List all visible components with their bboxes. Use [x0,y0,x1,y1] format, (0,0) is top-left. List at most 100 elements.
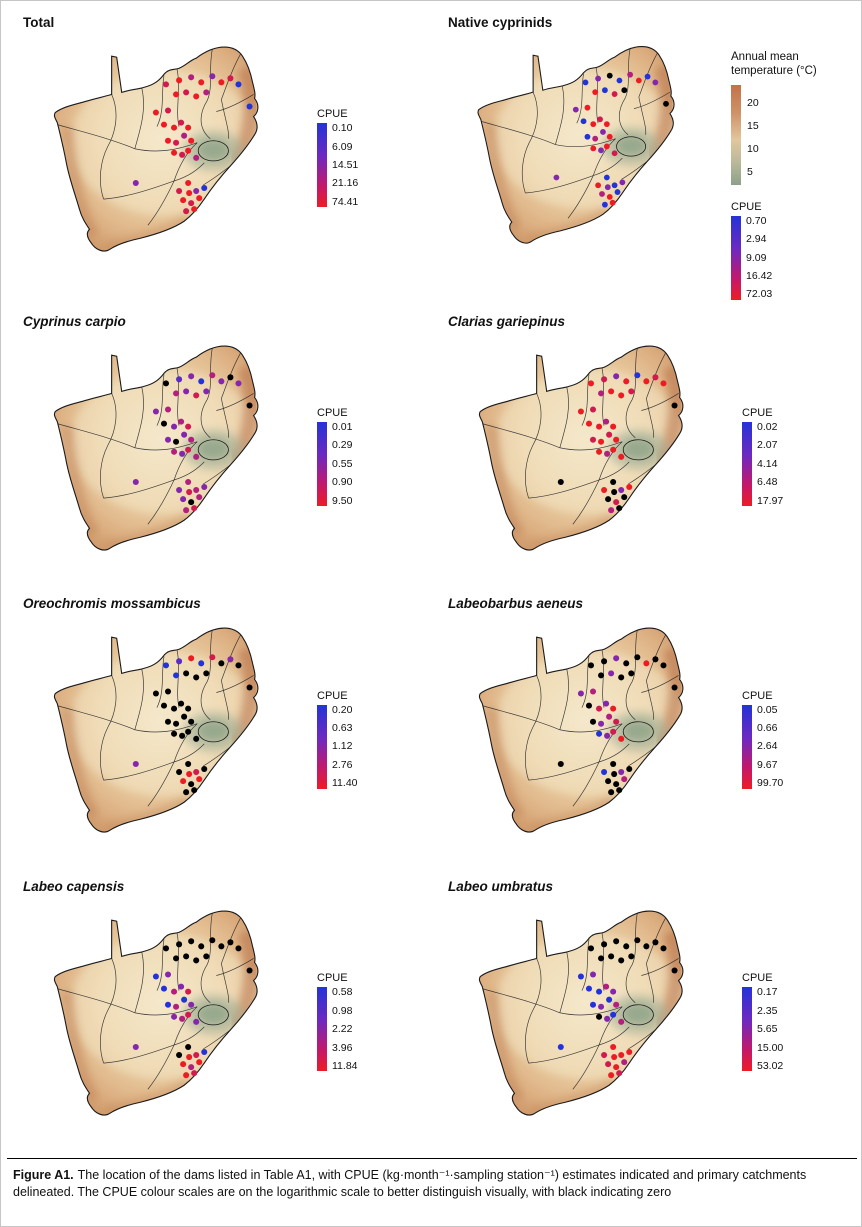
catchment-boundary [638,96,647,135]
station-dot [183,388,190,395]
station-dot [164,107,172,114]
cpue-tick-label: 3.96 [332,1041,353,1054]
cpue-legend: CPUE 0.20 0.63 1.12 2.76 11.40 [317,690,383,789]
station-dot [203,953,210,960]
station-dot [590,121,597,128]
country-border [477,46,675,244]
map-svg [478,627,684,833]
station-dot [178,700,185,708]
catchment-boundary [625,964,636,1004]
catchment-boundary [200,100,211,139]
cpue-tick-label: 0.17 [757,986,778,999]
catchment-boundary [567,175,594,219]
temperature-legend-title-line1: Annual mean [731,51,799,63]
station-dot [589,436,597,443]
station-dot [193,154,200,161]
catchment-boundary [221,963,229,1003]
station-dot [203,388,210,395]
station-dot [160,985,168,992]
country-border [478,627,684,833]
station-dot [621,776,628,783]
cpue-tick-label: 0.20 [332,703,353,716]
station-dot [132,761,139,768]
terrain-lesotho-highlands [622,1003,655,1024]
station-dot [186,488,193,495]
station-dot [198,79,205,86]
catchment-boundary [173,162,205,182]
cpue-legend-body: 0.58 0.98 2.22 3.96 11.84 [317,987,383,1072]
lesotho-border [197,140,229,162]
station-dot [610,446,617,453]
station-dot [193,957,200,964]
temperature-legend-title: Annual mean temperature (°C) [731,50,853,79]
panel-body: Annual mean temperature (°C) 20 15 10 5 [11,331,430,583]
catchment-boundary [99,393,117,498]
cpue-tick-label: 14.51 [332,159,359,172]
station-dot [557,1044,564,1051]
cpue-legend-body: 0.01 0.29 0.55 0.90 9.50 [317,422,383,507]
station-dot [152,408,159,415]
catchment-boundary [134,142,198,152]
station-dot [198,378,205,385]
station-dot [634,937,641,944]
cpue-legend: CPUE 0.58 0.98 2.22 3.96 11.84 [317,972,383,1072]
catchment-boundary [559,441,623,451]
station-dots [557,937,678,1079]
station-dot [610,1044,617,1051]
station-dot [601,658,608,665]
catchment-boundary [641,675,679,694]
station-dot [577,408,584,415]
station-dot [185,423,192,430]
station-dot [598,1003,605,1010]
catchment-boundary [482,705,560,731]
station-dot [185,124,192,131]
station-dot [180,197,187,204]
station-dot [176,658,183,665]
cpue-gradient-bar [317,704,327,789]
station-dot [596,423,603,430]
station-dot [176,376,183,383]
station-dot [606,714,613,721]
catchment-boundary [147,762,175,807]
terrain-west-coast [61,708,99,820]
station-dot [595,182,602,189]
lesotho-border [616,136,647,157]
map-svg [478,910,684,1116]
station-dot [610,761,617,768]
station-dot [604,184,611,191]
terrain-lesotho-highlands [622,721,655,742]
station-dot [162,81,170,88]
cpue-tick-label: 53.02 [757,1059,784,1072]
station-dot [191,504,198,511]
station-dot [178,983,185,990]
station-dot [619,179,626,186]
catchment-boundary [147,479,175,525]
cpue-legend-title: CPUE [742,407,773,420]
catchment-boundary [625,681,636,721]
station-dot [246,684,253,691]
station-dot [164,719,172,726]
station-dot [203,89,210,96]
catchment-boundary [57,423,135,448]
cpue-tick-label: 1.12 [332,740,353,753]
catchment-boundary [134,952,144,1013]
station-dot [193,188,200,195]
cpue-tick-label: 9.67 [757,758,778,771]
station-dot [193,769,200,776]
station-dot [181,132,188,139]
station-dot [164,1001,172,1008]
cpue-legend-body: 0.70 2.94 9.09 16.42 72.03 [731,216,853,300]
catchment-boundary [581,939,590,991]
cpue-legend: CPUE 0.01 0.29 0.55 0.90 9.50 [317,407,383,507]
station-dot [589,971,597,978]
station-dot [606,72,613,79]
station-dot [218,378,225,385]
station-dot [598,147,604,154]
catchment-boundary [572,479,600,525]
catchment-boundary [134,723,198,733]
catchment-boundary [156,75,165,127]
cpue-tick-labels: 0.05 0.66 2.64 9.67 99.70 [757,705,783,789]
map-south-africa [440,613,742,865]
cpue-tick-label: 2.22 [332,1023,353,1036]
catchment-boundary [156,373,165,426]
